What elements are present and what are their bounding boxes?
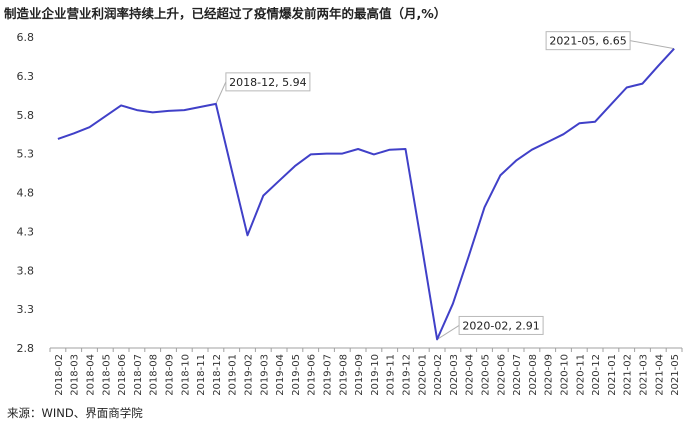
- y-tick-label: 6.3: [17, 70, 35, 83]
- x-tick-label: 2020-02: [433, 354, 444, 396]
- x-tick-label: 2019-03: [259, 354, 270, 396]
- x-tick-label: 2018-03: [70, 354, 81, 396]
- x-tick-label: 2020-08: [528, 354, 539, 396]
- callout-box-frame: [458, 315, 544, 335]
- x-tick-label: 2018-06: [117, 354, 128, 396]
- x-tick-label: 2018-09: [165, 354, 176, 396]
- callout-label: 2018-12, 5.94: [229, 76, 306, 89]
- callout-leaders: [215, 40, 675, 340]
- x-tick-label: 2020-09: [544, 354, 555, 396]
- x-tick-label: 2018-11: [196, 354, 207, 396]
- callout-label: 2020-02, 2.91: [462, 319, 539, 332]
- x-tick-label: 2019-02: [244, 354, 255, 396]
- y-tick-label: 3.3: [17, 303, 35, 316]
- callout-box-frame: [545, 31, 631, 51]
- callout-label: 2021-05, 6.65: [549, 35, 626, 48]
- x-tick-label: 2020-03: [449, 354, 460, 396]
- callout-leader-line: [630, 40, 675, 50]
- x-tick-label: 2019-09: [354, 354, 365, 396]
- y-axis-tick-labels: 2.8 3.3 3.8 4.3 4.8 5.3 5.8 6.3 6.8: [17, 31, 35, 355]
- x-tick-label: 2018-08: [149, 354, 160, 396]
- callout-leader-line: [215, 81, 227, 105]
- x-tick-label: 2018-02: [54, 354, 65, 396]
- x-tick-label: 2021-03: [639, 354, 650, 396]
- x-tick-label: 2020-05: [481, 354, 492, 396]
- chart-title: 制造业企业营业利润率持续上升，已经超过了疫情爆发前两年的最高值（月,%）: [4, 6, 447, 21]
- x-tick-label: 2018-07: [133, 354, 144, 396]
- callout-box: 2021-05, 6.65: [545, 31, 631, 51]
- data-callouts: 2018-12, 5.94 2020-02, 2.91 2021-05, 6.65: [225, 31, 631, 335]
- x-tick-label: 2019-07: [323, 354, 334, 396]
- x-tick-label: 2018-12: [212, 354, 223, 396]
- series-line: [57, 48, 675, 341]
- callout-box: 2018-12, 5.94: [225, 72, 311, 92]
- x-axis-ticks: [49, 348, 683, 352]
- callout-box-frame: [225, 72, 311, 92]
- y-tick-label: 4.3: [17, 225, 35, 238]
- x-tick-label: 2020-11: [575, 354, 586, 396]
- x-tick-label: 2018-05: [101, 354, 112, 396]
- y-tick-label: 6.8: [17, 31, 35, 44]
- x-tick-label: 2021-01: [607, 354, 618, 396]
- x-tick-label: 2021-04: [654, 354, 665, 396]
- x-tick-label: 2019-08: [338, 354, 349, 396]
- y-tick-label: 3.8: [17, 264, 35, 277]
- x-tick-label: 2019-06: [307, 354, 318, 396]
- x-tick-label: 2020-04: [465, 354, 476, 396]
- y-tick-label: 5.3: [17, 148, 35, 161]
- x-tick-label: 2020-07: [512, 354, 523, 396]
- x-tick-label: 2021-02: [623, 354, 634, 396]
- x-tick-label: 2020-01: [417, 354, 428, 396]
- x-tick-label: 2018-10: [180, 354, 191, 396]
- x-axis-tick-labels: 2018-02 2018-03 2018-04 2018-05 2018-06 2018-…: [54, 354, 681, 396]
- x-tick-label: 2019-04: [275, 354, 286, 396]
- callout-leader-line: [436, 325, 460, 340]
- y-tick-label: 4.8: [17, 187, 35, 200]
- y-tick-label: 5.8: [17, 109, 35, 122]
- callout-box: 2020-02, 2.91: [458, 315, 544, 335]
- x-tick-label: 2019-01: [228, 354, 239, 396]
- x-tick-label: 2020-12: [591, 354, 602, 396]
- x-tick-label: 2019-11: [386, 354, 397, 396]
- x-tick-label: 2019-05: [291, 354, 302, 396]
- x-tick-label: 2021-05: [670, 354, 681, 396]
- x-tick-label: 2020-06: [496, 354, 507, 396]
- chart-source: 来源：WIND、界面商学院: [7, 406, 143, 420]
- x-tick-label: 2019-10: [370, 354, 381, 396]
- x-tick-label: 2020-10: [560, 354, 571, 396]
- x-tick-label: 2018-04: [86, 354, 97, 396]
- y-tick-label: 2.8: [17, 342, 35, 355]
- x-tick-label: 2019-12: [402, 354, 413, 396]
